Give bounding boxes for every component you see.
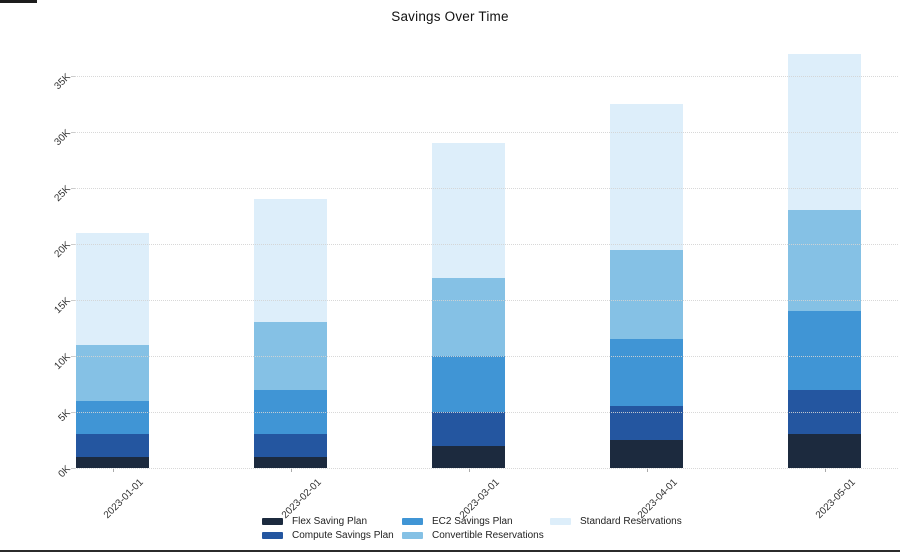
y-axis-tickmark	[71, 300, 75, 301]
screenshot-edge-artifact-bottom	[0, 550, 900, 552]
y-axis-tick-label: 5K	[56, 407, 73, 425]
chart-title: Savings Over Time	[391, 9, 509, 24]
bar-segment[interactable]	[432, 356, 505, 412]
y-axis-tickmark	[71, 356, 75, 357]
bar-segment[interactable]	[432, 412, 505, 446]
bar-segment[interactable]	[254, 456, 327, 468]
x-axis-tickmark	[112, 468, 114, 472]
legend-column: Flex Saving Plan Compute Savings Plan	[262, 516, 394, 541]
legend-label: Standard Reservations	[580, 516, 682, 527]
bar-segment[interactable]	[788, 53, 861, 211]
y-axis-tickmark	[71, 76, 75, 77]
bar-segment[interactable]	[610, 249, 683, 340]
legend-label: Convertible Reservations	[432, 530, 544, 541]
bar-segment[interactable]	[610, 104, 683, 250]
y-axis-tick-label: 15K	[52, 295, 73, 316]
bar-segment[interactable]	[788, 210, 861, 312]
bar-segment[interactable]	[788, 434, 861, 468]
legend-swatch-icon	[550, 518, 571, 525]
legend-item[interactable]: Convertible Reservations	[402, 530, 544, 541]
legend-label: EC2 Savings Plan	[432, 516, 513, 527]
bar-segment[interactable]	[254, 389, 327, 435]
x-axis-tickmark	[468, 468, 470, 472]
legend-swatch-icon	[262, 532, 283, 539]
gridline	[75, 76, 898, 77]
gridline	[75, 132, 898, 133]
bar-segment[interactable]	[788, 389, 861, 435]
bar-segment[interactable]	[76, 434, 149, 457]
legend-item[interactable]: Compute Savings Plan	[262, 530, 394, 541]
bar-segment[interactable]	[254, 199, 327, 323]
legend-item[interactable]: Flex Saving Plan	[262, 516, 394, 527]
y-axis-tickmark	[71, 188, 75, 189]
legend-column: EC2 Savings Plan Convertible Reservations	[402, 516, 544, 541]
x-axis-tick-label: 2023-03-01	[457, 477, 502, 521]
y-axis-tick-label: 25K	[52, 183, 73, 204]
bar-segment[interactable]	[76, 456, 149, 468]
bar-segment[interactable]	[432, 445, 505, 468]
y-axis-tick-label: 0K	[56, 463, 73, 481]
x-axis-tickmark	[290, 468, 292, 472]
legend-column: Standard Reservations	[550, 516, 682, 527]
x-axis-tickmark	[824, 468, 826, 472]
y-axis-tick-label: 30K	[52, 127, 73, 148]
y-axis-tickmark	[71, 132, 75, 133]
bar-segment[interactable]	[432, 143, 505, 278]
bar-segment[interactable]	[610, 339, 683, 407]
x-axis-tick-label: 2023-04-01	[635, 477, 680, 521]
x-axis-tickmark	[646, 468, 648, 472]
y-axis-tickmark	[71, 412, 75, 413]
legend-label: Flex Saving Plan	[292, 516, 368, 527]
x-axis-tick-label: 2023-05-01	[813, 477, 858, 521]
y-axis-tick-label: 35K	[52, 71, 73, 92]
y-axis-tick-label: 20K	[52, 239, 73, 260]
legend-swatch-icon	[262, 518, 283, 525]
bar-segment[interactable]	[788, 311, 861, 390]
y-axis-tickmark	[71, 244, 75, 245]
bar-segment[interactable]	[610, 406, 683, 440]
y-axis-tickmark	[71, 468, 75, 469]
bar-segment[interactable]	[432, 277, 505, 356]
y-axis-tick-label: 10K	[52, 351, 73, 372]
legend-swatch-icon	[402, 518, 423, 525]
legend-item[interactable]: EC2 Savings Plan	[402, 516, 544, 527]
gridline	[75, 468, 898, 469]
legend-label: Compute Savings Plan	[292, 530, 394, 541]
bar-segment[interactable]	[76, 344, 149, 401]
screenshot-edge-artifact-top	[0, 0, 37, 3]
bar-segment[interactable]	[76, 400, 149, 435]
legend-item[interactable]: Standard Reservations	[550, 516, 682, 527]
bar-segment[interactable]	[254, 322, 327, 390]
x-axis-tick-label: 2023-01-01	[101, 477, 146, 521]
bar-segment[interactable]	[254, 434, 327, 457]
bar-segment[interactable]	[76, 232, 149, 345]
bar-segment[interactable]	[610, 440, 683, 468]
legend-swatch-icon	[402, 532, 423, 539]
x-axis-tick-label: 2023-02-01	[279, 477, 324, 521]
